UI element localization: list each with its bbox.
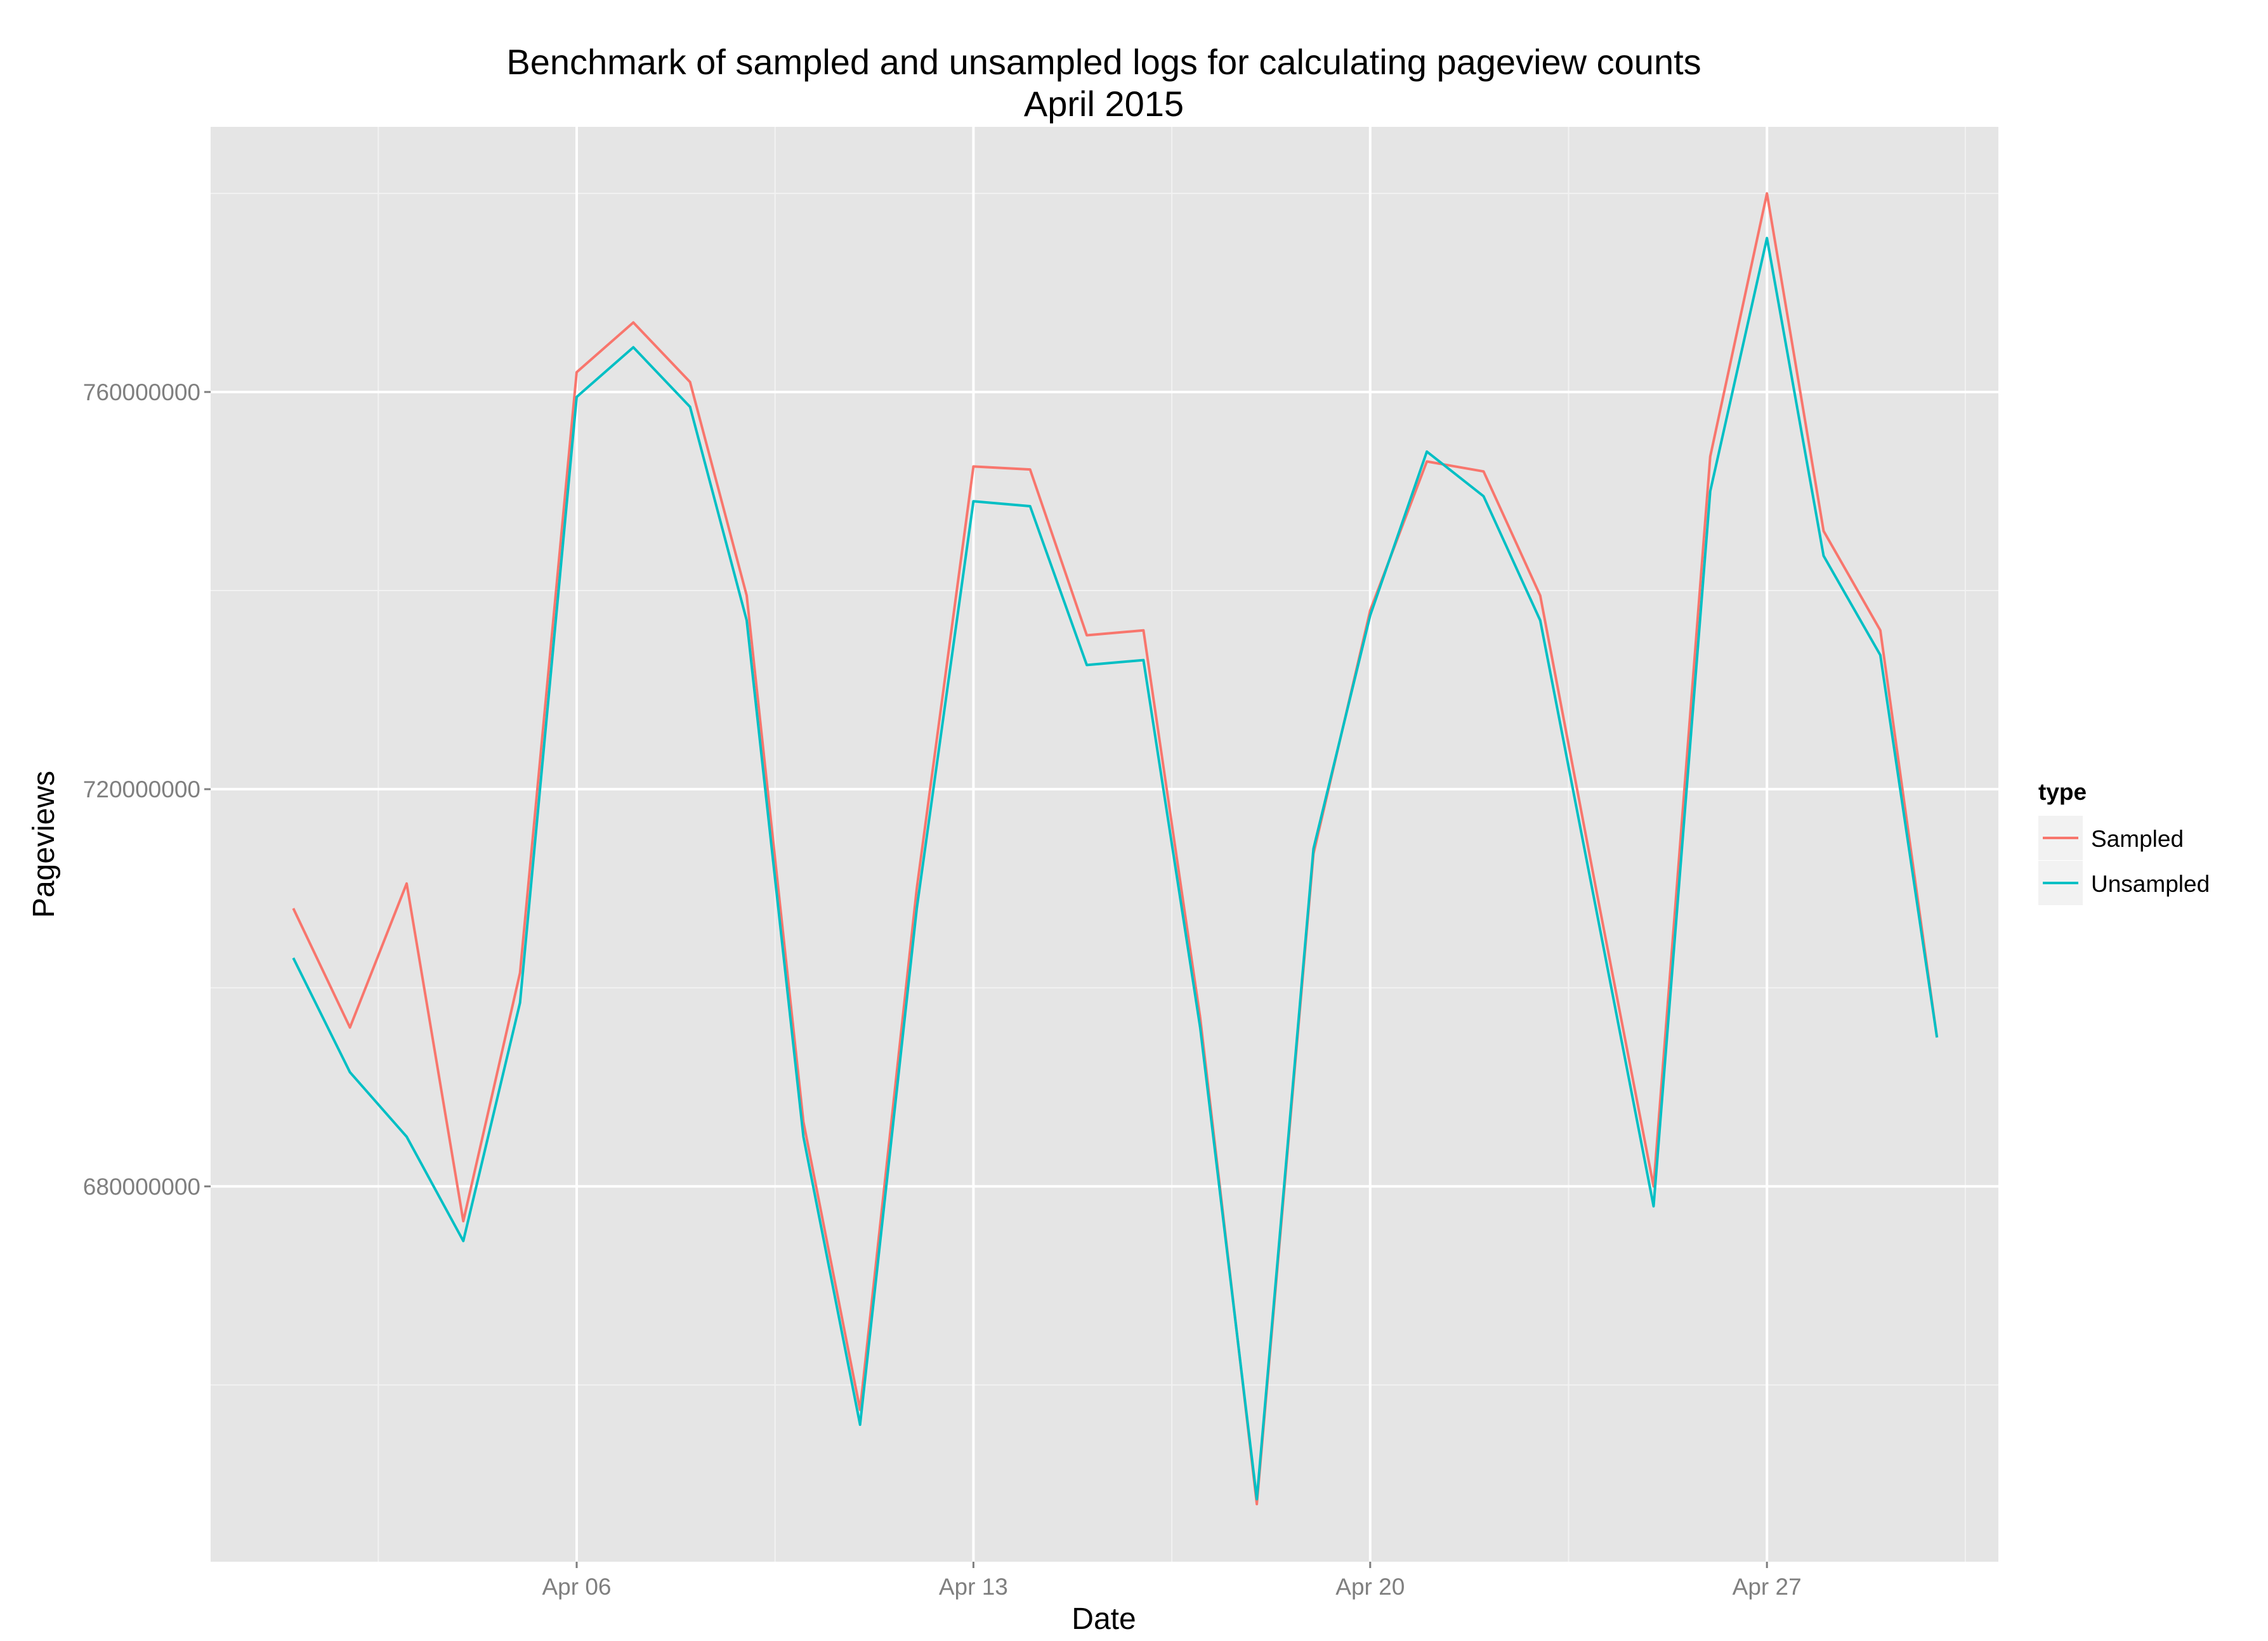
y-tick-label-0: 680000000 (83, 1174, 200, 1200)
legend-title: type (2038, 779, 2087, 805)
y-axis: 680000000 720000000 760000000 (83, 379, 211, 1200)
major-gridlines (211, 127, 1998, 1562)
y-tick-label-2: 760000000 (83, 379, 200, 405)
plot-panel (211, 127, 1998, 1562)
x-tick-label-3: Apr 27 (1733, 1574, 1802, 1600)
series-line-sampled (292, 192, 1939, 1506)
y-axis-title: Pageviews (27, 771, 61, 918)
x-axis-title: Date (1072, 1602, 1136, 1636)
legend-label-unsampled: Unsampled (2091, 871, 2210, 897)
legend-label-sampled: Sampled (2091, 826, 2184, 852)
chart-title: Benchmark of sampled and unsampled logs … (506, 42, 1701, 82)
chart-subtitle: April 2015 (1024, 84, 1184, 124)
legend-item-unsampled: Unsampled (2038, 861, 2210, 905)
legend: type Sampled Unsampled (2038, 779, 2210, 905)
x-tick-label-0: Apr 06 (542, 1574, 611, 1600)
y-tick-label-1: 720000000 (83, 776, 200, 802)
legend-item-sampled: Sampled (2038, 816, 2184, 860)
x-axis: Apr 06 Apr 13 Apr 20 Apr 27 (542, 1562, 1802, 1600)
x-tick-label-1: Apr 13 (939, 1574, 1008, 1600)
minor-gridlines (211, 127, 1998, 1562)
series-lines (292, 192, 1939, 1506)
x-tick-label-2: Apr 20 (1335, 1574, 1405, 1600)
series-line-unsampled (292, 237, 1939, 1501)
